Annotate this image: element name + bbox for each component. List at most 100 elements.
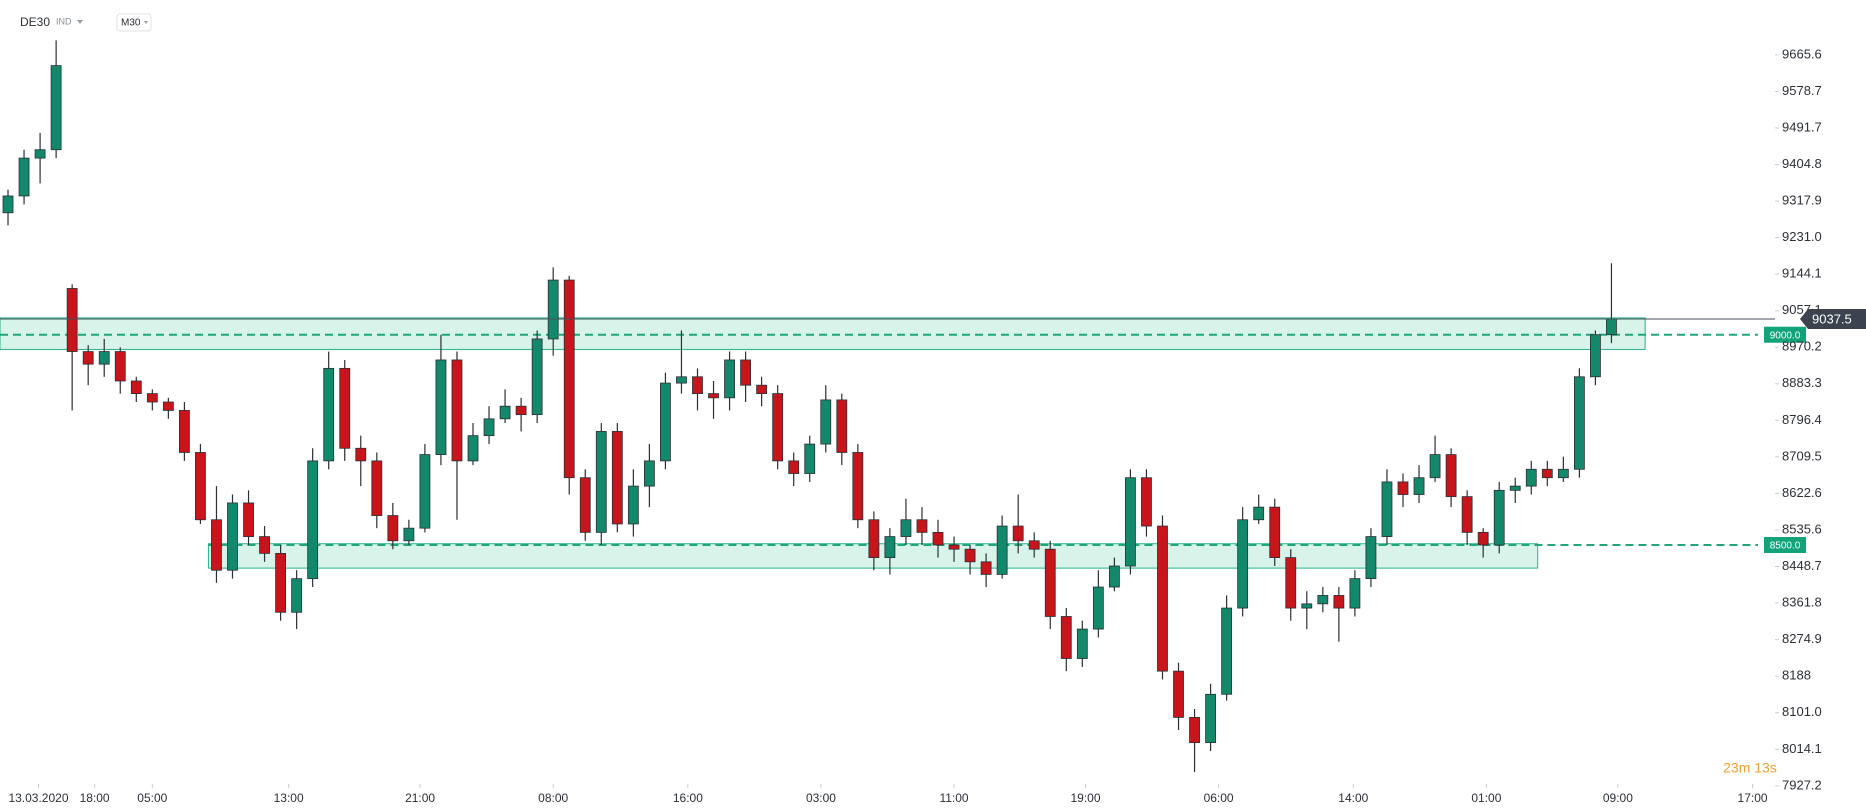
zone-label: 9000.0 — [1770, 330, 1801, 341]
candle-body — [708, 393, 719, 399]
candle-body — [1157, 525, 1168, 672]
candle-body — [1060, 616, 1072, 659]
timeframe[interactable]: M30 — [121, 18, 141, 29]
candle-body — [884, 536, 896, 559]
candle-body — [964, 548, 976, 563]
candle-body — [1413, 477, 1425, 495]
candle-body — [676, 376, 687, 384]
y-tick-label: 9231.0 — [1782, 229, 1822, 244]
x-tick-label: 18:00 — [80, 791, 110, 805]
candle-body — [1189, 716, 1200, 744]
candle-body — [1285, 557, 1297, 609]
candle-body — [948, 544, 960, 550]
candle-body — [211, 519, 222, 571]
symbol[interactable]: DE30 — [20, 15, 50, 29]
candle-body — [1445, 454, 1457, 498]
candle-body — [2, 195, 14, 214]
zone-label-box — [1764, 536, 1806, 553]
zone-label: 8500.0 — [1770, 541, 1801, 552]
x-tick-label: 13.03.2020 — [8, 791, 68, 805]
candle-body — [852, 452, 864, 521]
y-tick-label: 9144.1 — [1782, 266, 1822, 281]
candle-body — [772, 393, 784, 462]
candle-body — [178, 410, 190, 453]
candle-body — [932, 531, 944, 546]
candle-body — [515, 405, 527, 416]
candle-body — [323, 367, 335, 462]
x-tick-label: 08:00 — [538, 791, 568, 805]
x-tick-label: 03:00 — [806, 791, 836, 805]
candle-body — [1525, 468, 1537, 487]
plot: 9000.0 8500.0 9665.6 9578.7 9491.7 9404.8 9317… — [0, 40, 1822, 805]
x-tick-label: 17:00 — [1738, 791, 1768, 805]
y-tick-label: 8274.9 — [1782, 631, 1822, 646]
candle-body — [660, 382, 671, 462]
instrument-type: IND — [56, 16, 72, 26]
countdown: 23m 13s — [1723, 760, 1777, 776]
candle-body — [1509, 485, 1521, 491]
candle-body — [643, 460, 655, 487]
candle-body — [1557, 468, 1569, 479]
candle-body — [435, 359, 447, 455]
candle-body — [1108, 565, 1120, 588]
y-tick-label: 8796.4 — [1782, 412, 1822, 427]
candle-body — [1477, 531, 1489, 546]
candle-body — [66, 288, 78, 352]
x-tick-label: 19:00 — [1071, 791, 1101, 805]
candle-body — [916, 519, 928, 533]
dropdown-arrow[interactable] — [144, 21, 148, 24]
candle-body — [243, 502, 254, 537]
candle-body — [868, 519, 880, 559]
timeframe-box[interactable] — [116, 13, 152, 32]
last-price-label: 9037.5 — [1812, 311, 1852, 326]
y-tick-label: 8448.7 — [1782, 558, 1822, 573]
candle-body — [499, 405, 511, 420]
candle-body — [355, 447, 367, 462]
y-tick-label: 8014.1 — [1782, 741, 1822, 756]
x-tick-label: 06:00 — [1204, 791, 1234, 805]
y-tick-label: 8970.2 — [1782, 339, 1822, 354]
zone-label-box — [1764, 326, 1806, 343]
candle-body — [275, 552, 287, 613]
candle-body — [1076, 628, 1088, 659]
candle-body — [387, 515, 399, 542]
candle-body — [1269, 506, 1281, 559]
candle-body — [114, 351, 126, 382]
x-tick-label: 16:00 — [673, 791, 703, 805]
dropdown-arrow[interactable] — [77, 20, 83, 24]
candle-body — [1541, 468, 1553, 479]
y-tick-label: 8101.0 — [1782, 704, 1822, 719]
candle-body — [162, 401, 174, 411]
y-tick-label: 9578.7 — [1782, 83, 1822, 98]
candle-body — [371, 460, 383, 516]
candle-body — [98, 351, 110, 365]
y-tick-label: 9317.9 — [1782, 192, 1822, 207]
candle-body — [307, 460, 319, 580]
candle-body — [467, 435, 479, 462]
candle-body — [563, 279, 575, 479]
x-tick-label: 01:00 — [1471, 791, 1501, 805]
candle-body — [1253, 506, 1265, 521]
candle-body — [579, 477, 591, 533]
candle-body — [1125, 477, 1136, 567]
candle-body — [820, 399, 832, 445]
x-tick-label: 21:00 — [405, 791, 435, 805]
candle-body — [130, 380, 142, 395]
candle-body — [627, 485, 639, 525]
zone — [0, 317, 1646, 350]
y-tick-label: 8361.8 — [1782, 595, 1822, 610]
y-tick-label: 8883.3 — [1782, 375, 1822, 390]
candle-body — [1012, 525, 1024, 542]
candle-body — [996, 525, 1008, 575]
y-tick-label: 9665.6 — [1782, 46, 1822, 61]
candle-body — [900, 519, 912, 537]
y-tick-label: 8709.5 — [1782, 448, 1822, 463]
x-tick-label: 09:00 — [1603, 791, 1633, 805]
y-tick-label: 8622.6 — [1782, 485, 1822, 500]
candle-body — [1028, 540, 1040, 550]
candle-body — [1205, 693, 1216, 744]
y-tick-label: 9491.7 — [1782, 119, 1822, 134]
candle-body — [1461, 496, 1473, 533]
candle-body — [146, 393, 158, 403]
